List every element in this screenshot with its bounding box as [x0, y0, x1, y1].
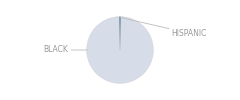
Text: HISPANIC: HISPANIC	[120, 17, 207, 38]
Wedge shape	[119, 17, 121, 50]
Text: BLACK: BLACK	[43, 46, 87, 54]
Wedge shape	[87, 17, 153, 83]
